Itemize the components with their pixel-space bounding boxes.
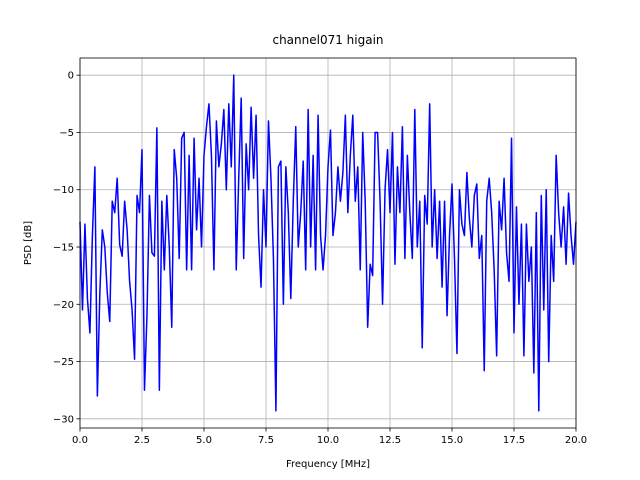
x-tick-label: 2.5 xyxy=(134,435,150,446)
x-tick-label: 5.0 xyxy=(196,435,212,446)
y-axis-label: PSD [dB] xyxy=(23,221,34,265)
x-tick-label: 15.0 xyxy=(441,435,463,446)
y-tick-label: −20 xyxy=(53,300,74,311)
x-tick-label: 20.0 xyxy=(565,435,587,446)
x-tick-label: 7.5 xyxy=(258,435,274,446)
y-tick-label: −30 xyxy=(53,414,74,425)
y-tick-label: −10 xyxy=(53,185,74,196)
y-tick-label: −25 xyxy=(53,357,74,368)
x-tick-label: 17.5 xyxy=(503,435,525,446)
y-tick-label: −15 xyxy=(53,243,74,254)
data-line xyxy=(79,74,577,412)
chart-title: channel071 higain xyxy=(272,33,383,47)
x-axis-label: Frequency [MHz] xyxy=(286,459,370,470)
x-tick-label: 0.0 xyxy=(72,435,88,446)
y-tick-label: 0 xyxy=(68,71,74,82)
x-tick-label: 12.5 xyxy=(379,435,401,446)
axes-frame xyxy=(79,57,577,429)
x-tick-label: 10.0 xyxy=(317,435,339,446)
y-tick-label: −5 xyxy=(59,128,74,139)
